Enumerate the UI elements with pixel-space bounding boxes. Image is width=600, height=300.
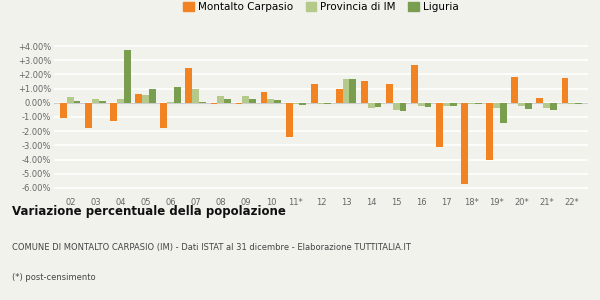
Bar: [461, 103, 468, 184]
Bar: [361, 81, 368, 103]
Bar: [374, 103, 381, 107]
Bar: [543, 103, 550, 108]
Bar: [511, 77, 518, 103]
Bar: [160, 103, 167, 128]
Text: (*) post-censimento: (*) post-censimento: [12, 273, 95, 282]
Bar: [110, 103, 117, 121]
Legend: Montalto Carpasio, Provincia di IM, Liguria: Montalto Carpasio, Provincia di IM, Ligu…: [179, 0, 463, 16]
Bar: [268, 99, 274, 103]
Bar: [274, 100, 281, 103]
Text: Variazione percentuale della popolazione: Variazione percentuale della popolazione: [12, 206, 286, 218]
Bar: [117, 99, 124, 103]
Bar: [217, 96, 224, 103]
Bar: [311, 84, 317, 103]
Bar: [368, 103, 374, 108]
Bar: [443, 103, 450, 106]
Bar: [493, 103, 500, 108]
Bar: [99, 101, 106, 103]
Bar: [261, 92, 268, 103]
Bar: [60, 103, 67, 118]
Bar: [192, 89, 199, 103]
Bar: [174, 87, 181, 103]
Bar: [568, 103, 575, 104]
Bar: [468, 103, 475, 104]
Bar: [550, 103, 557, 110]
Bar: [124, 50, 131, 103]
Bar: [536, 98, 543, 103]
Bar: [286, 103, 293, 137]
Bar: [386, 84, 393, 103]
Bar: [92, 99, 99, 103]
Bar: [142, 95, 149, 103]
Bar: [525, 103, 532, 109]
Bar: [400, 103, 406, 111]
Bar: [149, 88, 155, 103]
Bar: [67, 97, 74, 103]
Bar: [249, 99, 256, 103]
Bar: [85, 103, 92, 128]
Bar: [475, 103, 482, 104]
Bar: [575, 103, 582, 104]
Bar: [436, 103, 443, 147]
Bar: [242, 96, 249, 103]
Bar: [293, 103, 299, 104]
Bar: [167, 102, 174, 103]
Bar: [336, 88, 343, 103]
Bar: [185, 68, 192, 103]
Text: COMUNE DI MONTALTO CARPASIO (IM) - Dati ISTAT al 31 dicembre - Elaborazione TUTT: COMUNE DI MONTALTO CARPASIO (IM) - Dati …: [12, 243, 411, 252]
Bar: [418, 103, 425, 106]
Bar: [411, 64, 418, 103]
Bar: [349, 80, 356, 103]
Bar: [224, 99, 231, 103]
Bar: [136, 94, 142, 103]
Bar: [487, 103, 493, 160]
Bar: [236, 103, 242, 104]
Bar: [562, 78, 568, 103]
Bar: [450, 103, 457, 106]
Bar: [299, 103, 306, 105]
Bar: [343, 80, 349, 103]
Bar: [393, 103, 400, 110]
Bar: [425, 103, 431, 107]
Bar: [199, 102, 206, 103]
Bar: [74, 101, 80, 103]
Bar: [518, 103, 525, 106]
Bar: [500, 103, 506, 123]
